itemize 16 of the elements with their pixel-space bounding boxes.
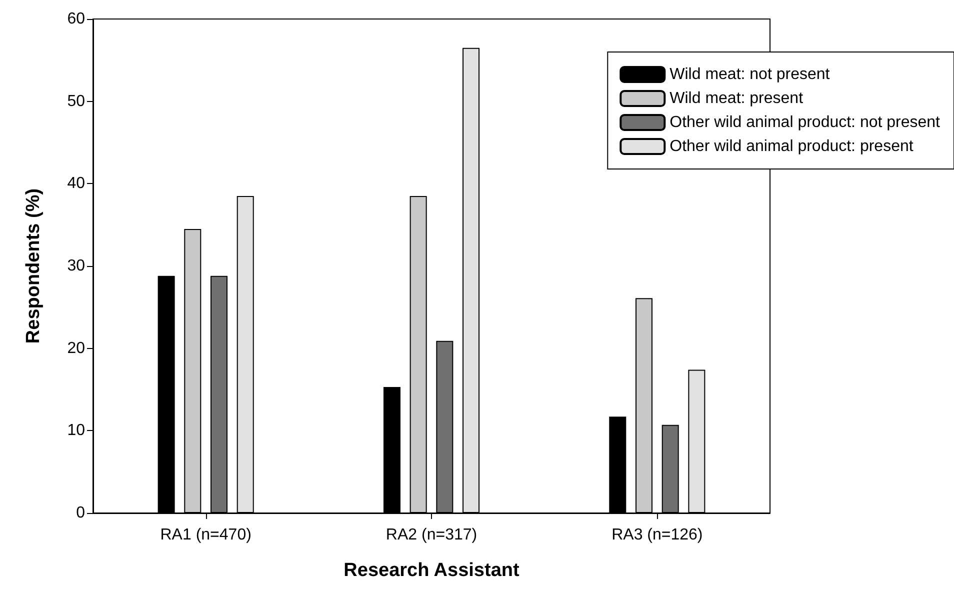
x-tick-label: RA3 (n=126) [612,526,703,544]
y-tick-label: 20 [67,340,86,357]
legend-label: Other wild animal product: present [670,138,914,155]
y-tick-label: 30 [67,258,86,274]
legend-label: Other wild animal product: not present [670,114,941,131]
x-tick-label: RA2 (n=317) [386,526,478,544]
y-tick-label: 40 [67,175,86,192]
x-axis-title: Research Assistant [344,560,520,581]
legend-label: Wild meat: not present [670,66,830,83]
x-tick-label: RA1 (n=470) [160,526,252,544]
y-tick-label: 60 [67,10,86,28]
y-tick-label: 50 [67,92,86,110]
y-axis-title: Respondents (%) [23,188,44,344]
y-tick-label: 0 [76,504,86,522]
y-tick-label: 10 [67,422,86,440]
legend-label: Wild meat: present [670,90,804,107]
